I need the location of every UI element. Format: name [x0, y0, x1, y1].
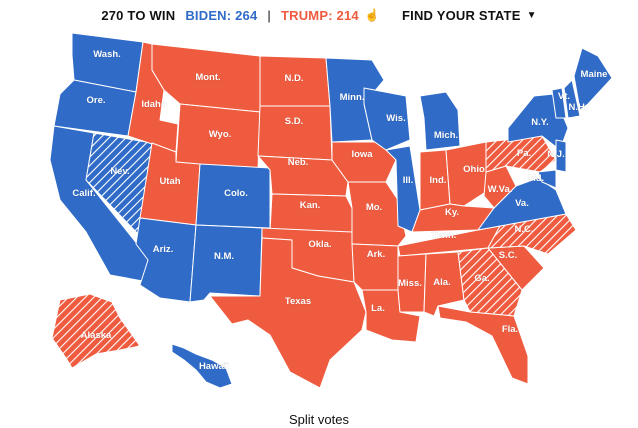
state-label-ga: Ga. [474, 273, 489, 284]
state-fla[interactable] [437, 305, 529, 385]
state-label-calif: Calif. [72, 188, 95, 199]
state-n-j[interactable] [555, 139, 567, 173]
state-label-la: La. [371, 303, 385, 314]
state-label-s-c: S.C. [499, 250, 517, 261]
state-label-iowa: Iowa [351, 149, 373, 160]
state-label-mich: Mich. [434, 130, 458, 141]
state-maine[interactable] [573, 47, 613, 111]
state-label-mo: Mo. [366, 202, 382, 213]
state-vt[interactable] [551, 87, 567, 119]
state-mo[interactable] [347, 181, 407, 247]
state-miss[interactable] [397, 253, 427, 313]
state-md[interactable] [537, 169, 557, 189]
state-label-ala: Ala. [433, 277, 450, 288]
state-label-texas: Texas [285, 296, 311, 307]
state-label-colo: Colo. [224, 188, 248, 199]
state-label-ind: Ind. [430, 175, 447, 186]
find-your-state-dropdown[interactable]: FIND YOUR STATE ▼ [402, 8, 537, 23]
state-label-ark: Ark. [367, 249, 385, 260]
trump-total: TRUMP: 214 [280, 7, 359, 23]
state-label-wyo: Wyo. [209, 129, 232, 140]
state-label-n-j: N.J. [547, 149, 564, 160]
state-label-miss: Miss. [398, 278, 422, 289]
state-label-tenn: Tenn. [432, 230, 457, 241]
state-label-nev: Nev. [110, 166, 129, 177]
state-hawaii[interactable] [171, 343, 233, 389]
state-label-s-d: S.D. [285, 116, 303, 127]
state-n-m[interactable] [189, 224, 263, 303]
state-label-alaska: Alaska [81, 330, 112, 341]
state-alaska[interactable] [51, 293, 141, 369]
state-label-n-c: N.C. [515, 224, 534, 235]
state-label-ohio: Ohio [463, 164, 485, 175]
state-ore[interactable] [53, 79, 137, 137]
state-label-mont: Mont. [195, 72, 220, 83]
pointer-hand-icon: ☝ [364, 8, 380, 22]
state-texas[interactable] [209, 237, 367, 389]
state-mich[interactable] [419, 91, 461, 151]
state-label-utah: Utah [159, 176, 180, 187]
header-separator: | [267, 7, 271, 23]
find-your-state-label: FIND YOUR STATE [402, 7, 521, 23]
caret-down-icon: ▼ [526, 9, 537, 21]
state-label-minn: Minn. [340, 92, 365, 103]
state-label-n-h: N.H. [569, 102, 588, 113]
state-label-ky: Ky. [445, 207, 459, 218]
results-header: 270 TO WIN BIDEN: 264 | TRUMP: 214 ☝ FIN… [0, 0, 638, 30]
state-label-n-y: N.Y. [531, 117, 548, 128]
state-n-y[interactable] [507, 93, 569, 151]
state-label-va: Va. [515, 198, 529, 209]
state-label-ore: Ore. [86, 95, 105, 106]
state-label-n-d: N.D. [285, 73, 304, 84]
state-label-wis: Wis. [386, 113, 405, 124]
state-label-okla: Okla. [308, 239, 331, 250]
state-label-idaho: Idaho [141, 99, 167, 110]
state-label-hawaii: Hawaii [199, 361, 229, 372]
state-label-vt: Vt. [558, 91, 570, 102]
state-label-maine: Maine [581, 69, 608, 80]
state-label-wash: Wash. [93, 49, 121, 60]
state-n-h[interactable] [563, 79, 581, 119]
state-label-ariz: Ariz. [153, 244, 174, 255]
state-label-kan: Kan. [300, 200, 321, 211]
win-threshold-label: 270 TO WIN [101, 7, 176, 23]
state-label-pa: Pa. [517, 148, 531, 159]
state-label-n-m: N.M. [214, 251, 234, 262]
split-votes-legend: Split votes [289, 412, 349, 427]
state-label-md: Md. [528, 173, 544, 184]
state-va[interactable] [477, 177, 567, 231]
biden-total: BIDEN: 264 [185, 7, 258, 23]
state-label-neb: Neb. [288, 157, 309, 168]
state-label-w-va: W.Va. [488, 184, 513, 195]
state-label-ill: Ill. [403, 175, 414, 186]
state-s-d[interactable] [257, 105, 333, 161]
us-electoral-map: Wash. Ore. Calif. Nev. Idaho Mont. Wyo. … [49, 32, 613, 389]
state-label-fla: Fla. [502, 324, 518, 335]
